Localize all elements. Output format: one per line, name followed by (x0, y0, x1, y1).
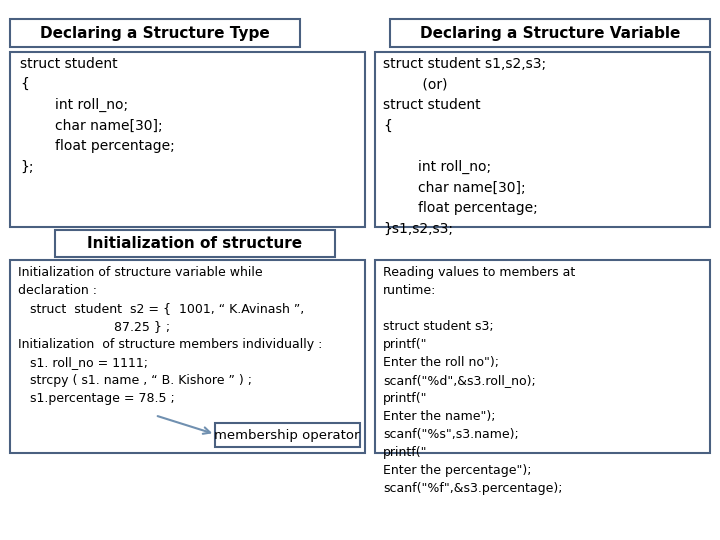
FancyBboxPatch shape (375, 52, 710, 226)
FancyBboxPatch shape (215, 423, 360, 447)
FancyArrowPatch shape (158, 416, 210, 434)
Text: Initialization of structure: Initialization of structure (87, 236, 302, 251)
Text: struct student s1,s2,s3;
         (or)
struct student
{

        int roll_no;
  : struct student s1,s2,s3; (or) struct stu… (383, 57, 546, 235)
Text: Declaring a Structure Variable: Declaring a Structure Variable (420, 25, 680, 40)
FancyBboxPatch shape (10, 52, 365, 226)
Text: Reading values to members at
runtime:

struct student s3;
printf("
Enter the rol: Reading values to members at runtime: st… (383, 266, 575, 495)
Text: Initialization of structure variable while
declaration :
   struct  student  s2 : Initialization of structure variable whi… (18, 266, 323, 405)
Text: struct student
{
        int roll_no;
        char name[30];
        float perce: struct student { int roll_no; char name[… (20, 57, 175, 174)
Text: membership operator: membership operator (215, 429, 360, 442)
FancyBboxPatch shape (10, 260, 365, 453)
FancyBboxPatch shape (10, 19, 300, 47)
FancyBboxPatch shape (390, 19, 710, 47)
FancyBboxPatch shape (375, 260, 710, 453)
FancyBboxPatch shape (55, 230, 335, 256)
Text: Declaring a Structure Type: Declaring a Structure Type (40, 25, 270, 40)
